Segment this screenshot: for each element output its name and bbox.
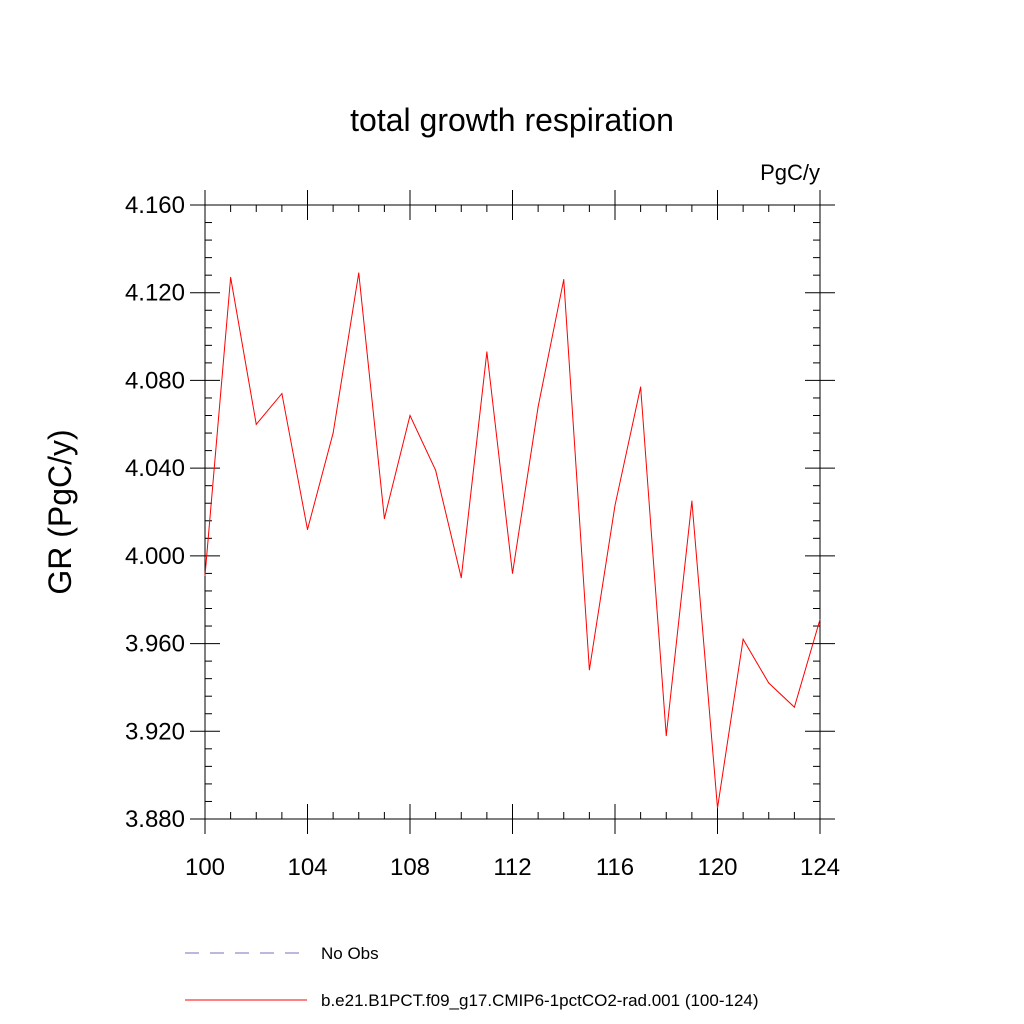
- x-tick-labels: 100 104 108 112 116 120 124: [185, 854, 840, 881]
- data-point: [691, 500, 693, 502]
- legend-label-no-obs: No Obs: [321, 944, 379, 963]
- x-tick-label: 112: [493, 854, 531, 881]
- y-tick-label: 4.080: [125, 367, 185, 394]
- data-point: [819, 618, 821, 620]
- y-tick-label: 4.000: [125, 543, 185, 570]
- data-point: [486, 351, 488, 353]
- x-tick-label: 100: [185, 854, 225, 881]
- y-tick-label: 3.920: [125, 718, 185, 745]
- y-tick-label: 4.160: [125, 192, 185, 219]
- x-tick-label: 116: [596, 854, 634, 881]
- data-point: [665, 735, 667, 737]
- data-point: [768, 682, 770, 684]
- series-line: [204, 272, 821, 809]
- chart-title: total growth respiration: [350, 102, 674, 138]
- data-point: [640, 386, 642, 388]
- data-point: [332, 432, 334, 434]
- data-point: [281, 393, 283, 395]
- data-point: [563, 279, 565, 281]
- y-tick-label: 3.960: [125, 631, 185, 658]
- major-ticks: [190, 190, 835, 834]
- y-axis-label: GR (PgC/y): [42, 429, 78, 594]
- data-point: [435, 469, 437, 471]
- legend-label-model: b.e21.B1PCT.f09_g17.CMIP6-1pctCO2-rad.00…: [321, 991, 759, 1010]
- data-point: [512, 572, 513, 574]
- units-label: PgC/y: [760, 160, 820, 185]
- data-point: [204, 575, 206, 577]
- series-layer: [204, 272, 821, 809]
- minor-ticks: [205, 205, 820, 819]
- legend: No Obs b.e21.B1PCT.f09_g17.CMIP6-1pctCO2…: [185, 944, 759, 1010]
- data-point: [409, 415, 411, 417]
- data-point: [614, 504, 616, 506]
- data-point: [230, 276, 232, 278]
- data-point: [358, 272, 360, 274]
- data-point: [255, 423, 257, 425]
- x-tick-label: 108: [390, 854, 430, 881]
- data-point: [717, 807, 718, 809]
- data-point: [537, 406, 539, 408]
- data-point: [460, 577, 462, 579]
- y-tick-label: 3.880: [125, 806, 185, 833]
- y-tick-label: 4.040: [125, 455, 185, 482]
- x-tick-label: 124: [800, 854, 840, 881]
- plot-frame: [204, 204, 821, 820]
- x-tick-label: 120: [697, 854, 737, 881]
- data-point: [742, 638, 744, 640]
- data-point: [588, 669, 590, 671]
- data-point: [383, 518, 385, 520]
- y-tick-label: 4.120: [125, 280, 185, 307]
- data-point: [307, 529, 308, 531]
- y-tick-labels: 3.880 3.920 3.960 4.000 4.040 4.080 4.120 4.160: [125, 192, 185, 833]
- data-point: [793, 706, 795, 708]
- x-tick-label: 104: [287, 854, 327, 881]
